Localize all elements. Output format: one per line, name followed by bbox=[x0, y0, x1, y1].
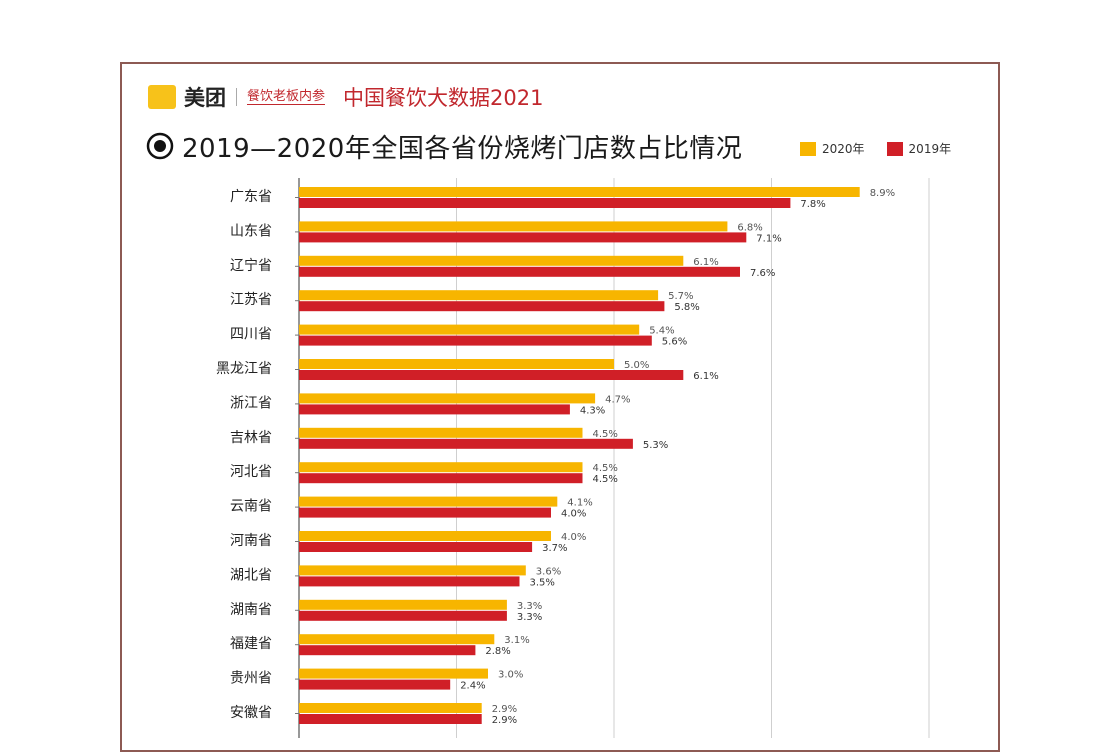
bar-2019 bbox=[299, 370, 684, 380]
bar-2019 bbox=[299, 438, 633, 449]
report-title: 中国餐饮大数据2021 bbox=[343, 86, 544, 110]
category-label: 河南省 bbox=[230, 533, 272, 549]
tagline: 餐饮老板内参 bbox=[247, 89, 326, 105]
category-label: 广东省 bbox=[230, 189, 272, 205]
bar-2019 bbox=[299, 335, 652, 346]
data-label-2019: 5.6% bbox=[662, 337, 687, 348]
bar-2020 bbox=[299, 565, 526, 576]
data-label-2019: 4.0% bbox=[561, 509, 586, 520]
category-label: 湖北省 bbox=[230, 567, 272, 583]
category-label: 河北省 bbox=[230, 464, 272, 480]
data-label-2020: 6.8% bbox=[737, 222, 762, 233]
bar-2019 bbox=[299, 473, 583, 484]
bar-2019 bbox=[299, 576, 520, 587]
data-label-2020: 5.4% bbox=[649, 326, 674, 337]
bar-2020 bbox=[299, 531, 551, 541]
legend-swatch-2020 bbox=[800, 141, 816, 156]
bar-2020 bbox=[299, 255, 684, 266]
data-label-2020: 6.1% bbox=[693, 257, 718, 268]
category-label: 贵州省 bbox=[230, 671, 272, 687]
bar-2020 bbox=[299, 703, 482, 713]
bar-2019 bbox=[299, 198, 791, 208]
bar-2020 bbox=[299, 393, 596, 404]
bar-2019 bbox=[299, 232, 747, 243]
data-label-2019: 2.8% bbox=[485, 646, 510, 657]
legend-item-2020: 2020年 bbox=[800, 140, 865, 157]
legend-label-2019: 2019年 bbox=[908, 142, 952, 156]
data-label-2020: 4.7% bbox=[605, 394, 630, 405]
data-label-2020: 3.1% bbox=[504, 635, 529, 646]
legend-swatch-2019 bbox=[886, 141, 903, 156]
category-label: 四川省 bbox=[230, 327, 272, 343]
data-label-2019: 7.1% bbox=[756, 233, 781, 244]
data-label-2019: 2.9% bbox=[492, 715, 517, 726]
bar-2020 bbox=[299, 427, 583, 438]
bar-2019 bbox=[299, 542, 533, 552]
bar-2020 bbox=[299, 496, 558, 507]
category-label: 安徽省 bbox=[230, 705, 272, 721]
data-label-2019: 6.1% bbox=[693, 371, 718, 382]
category-label: 福建省 bbox=[230, 636, 272, 652]
bar-2019 bbox=[299, 404, 570, 415]
data-label-2019: 7.6% bbox=[750, 268, 775, 279]
data-label-2019: 7.8% bbox=[800, 199, 825, 210]
data-label-2020: 4.5% bbox=[593, 429, 618, 440]
bar-2020 bbox=[299, 634, 495, 645]
legend-label-2020: 2020年 bbox=[822, 142, 865, 156]
report-header: 美团 餐饮老板内参 中国餐饮大数据2021 bbox=[148, 82, 543, 112]
bar-2020 bbox=[299, 359, 614, 369]
bar-2019 bbox=[299, 714, 482, 724]
data-label-2019: 3.7% bbox=[542, 543, 567, 554]
data-label-2020: 4.0% bbox=[561, 532, 586, 543]
data-label-2020: 3.3% bbox=[517, 601, 542, 612]
data-label-2019: 3.5% bbox=[530, 577, 555, 588]
bar-2020 bbox=[299, 599, 507, 610]
bar-2019 bbox=[299, 507, 551, 518]
data-label-2019: 5.3% bbox=[643, 440, 668, 451]
header-divider bbox=[236, 88, 237, 106]
category-label: 黑龙江省 bbox=[216, 361, 272, 377]
data-label-2019: 4.5% bbox=[593, 474, 618, 485]
target-icon bbox=[146, 132, 174, 160]
bar-2019 bbox=[299, 266, 740, 277]
data-label-2020: 3.0% bbox=[498, 670, 523, 681]
bar-2020 bbox=[299, 187, 860, 197]
legend: 2020年 2019年 bbox=[800, 140, 967, 157]
category-label: 浙江省 bbox=[230, 395, 272, 411]
meituan-logo-icon bbox=[148, 85, 176, 109]
data-label-2019: 4.3% bbox=[580, 405, 605, 416]
bar-2020 bbox=[299, 324, 640, 335]
data-label-2019: 5.8% bbox=[674, 302, 699, 313]
category-label: 吉林省 bbox=[230, 430, 272, 446]
data-label-2019: 2.4% bbox=[460, 681, 485, 692]
legend-item-2019: 2019年 bbox=[886, 140, 952, 157]
bar-2019 bbox=[299, 645, 476, 656]
bar-2019 bbox=[299, 301, 665, 312]
data-label-2020: 4.5% bbox=[593, 463, 618, 474]
chart-title: 2019—2020年全国各省份烧烤门店数占比情况 bbox=[182, 133, 743, 164]
bar-2020 bbox=[299, 668, 488, 679]
data-label-2020: 5.0% bbox=[624, 360, 649, 371]
bar-2019 bbox=[299, 610, 507, 621]
data-label-2020: 8.9% bbox=[870, 188, 895, 199]
bar-2020 bbox=[299, 462, 583, 473]
data-label-2020: 4.1% bbox=[567, 498, 592, 509]
category-label: 山东省 bbox=[230, 223, 272, 239]
data-label-2020: 2.9% bbox=[492, 704, 517, 715]
brand-name: 美团 bbox=[184, 86, 226, 110]
bar-2020 bbox=[299, 290, 659, 301]
bar-2019 bbox=[299, 679, 451, 690]
data-label-2020: 3.6% bbox=[536, 566, 561, 577]
chart-title-row: 2019—2020年全国各省份烧烤门店数占比情况 bbox=[146, 126, 742, 166]
category-label: 辽宁省 bbox=[230, 257, 272, 274]
category-label: 云南省 bbox=[230, 499, 272, 515]
category-label: 湖南省 bbox=[230, 602, 272, 618]
data-label-2020: 5.7% bbox=[668, 291, 693, 302]
bar-2020 bbox=[299, 221, 728, 232]
category-label: 江苏省 bbox=[230, 292, 272, 308]
data-label-2019: 3.3% bbox=[517, 612, 542, 623]
